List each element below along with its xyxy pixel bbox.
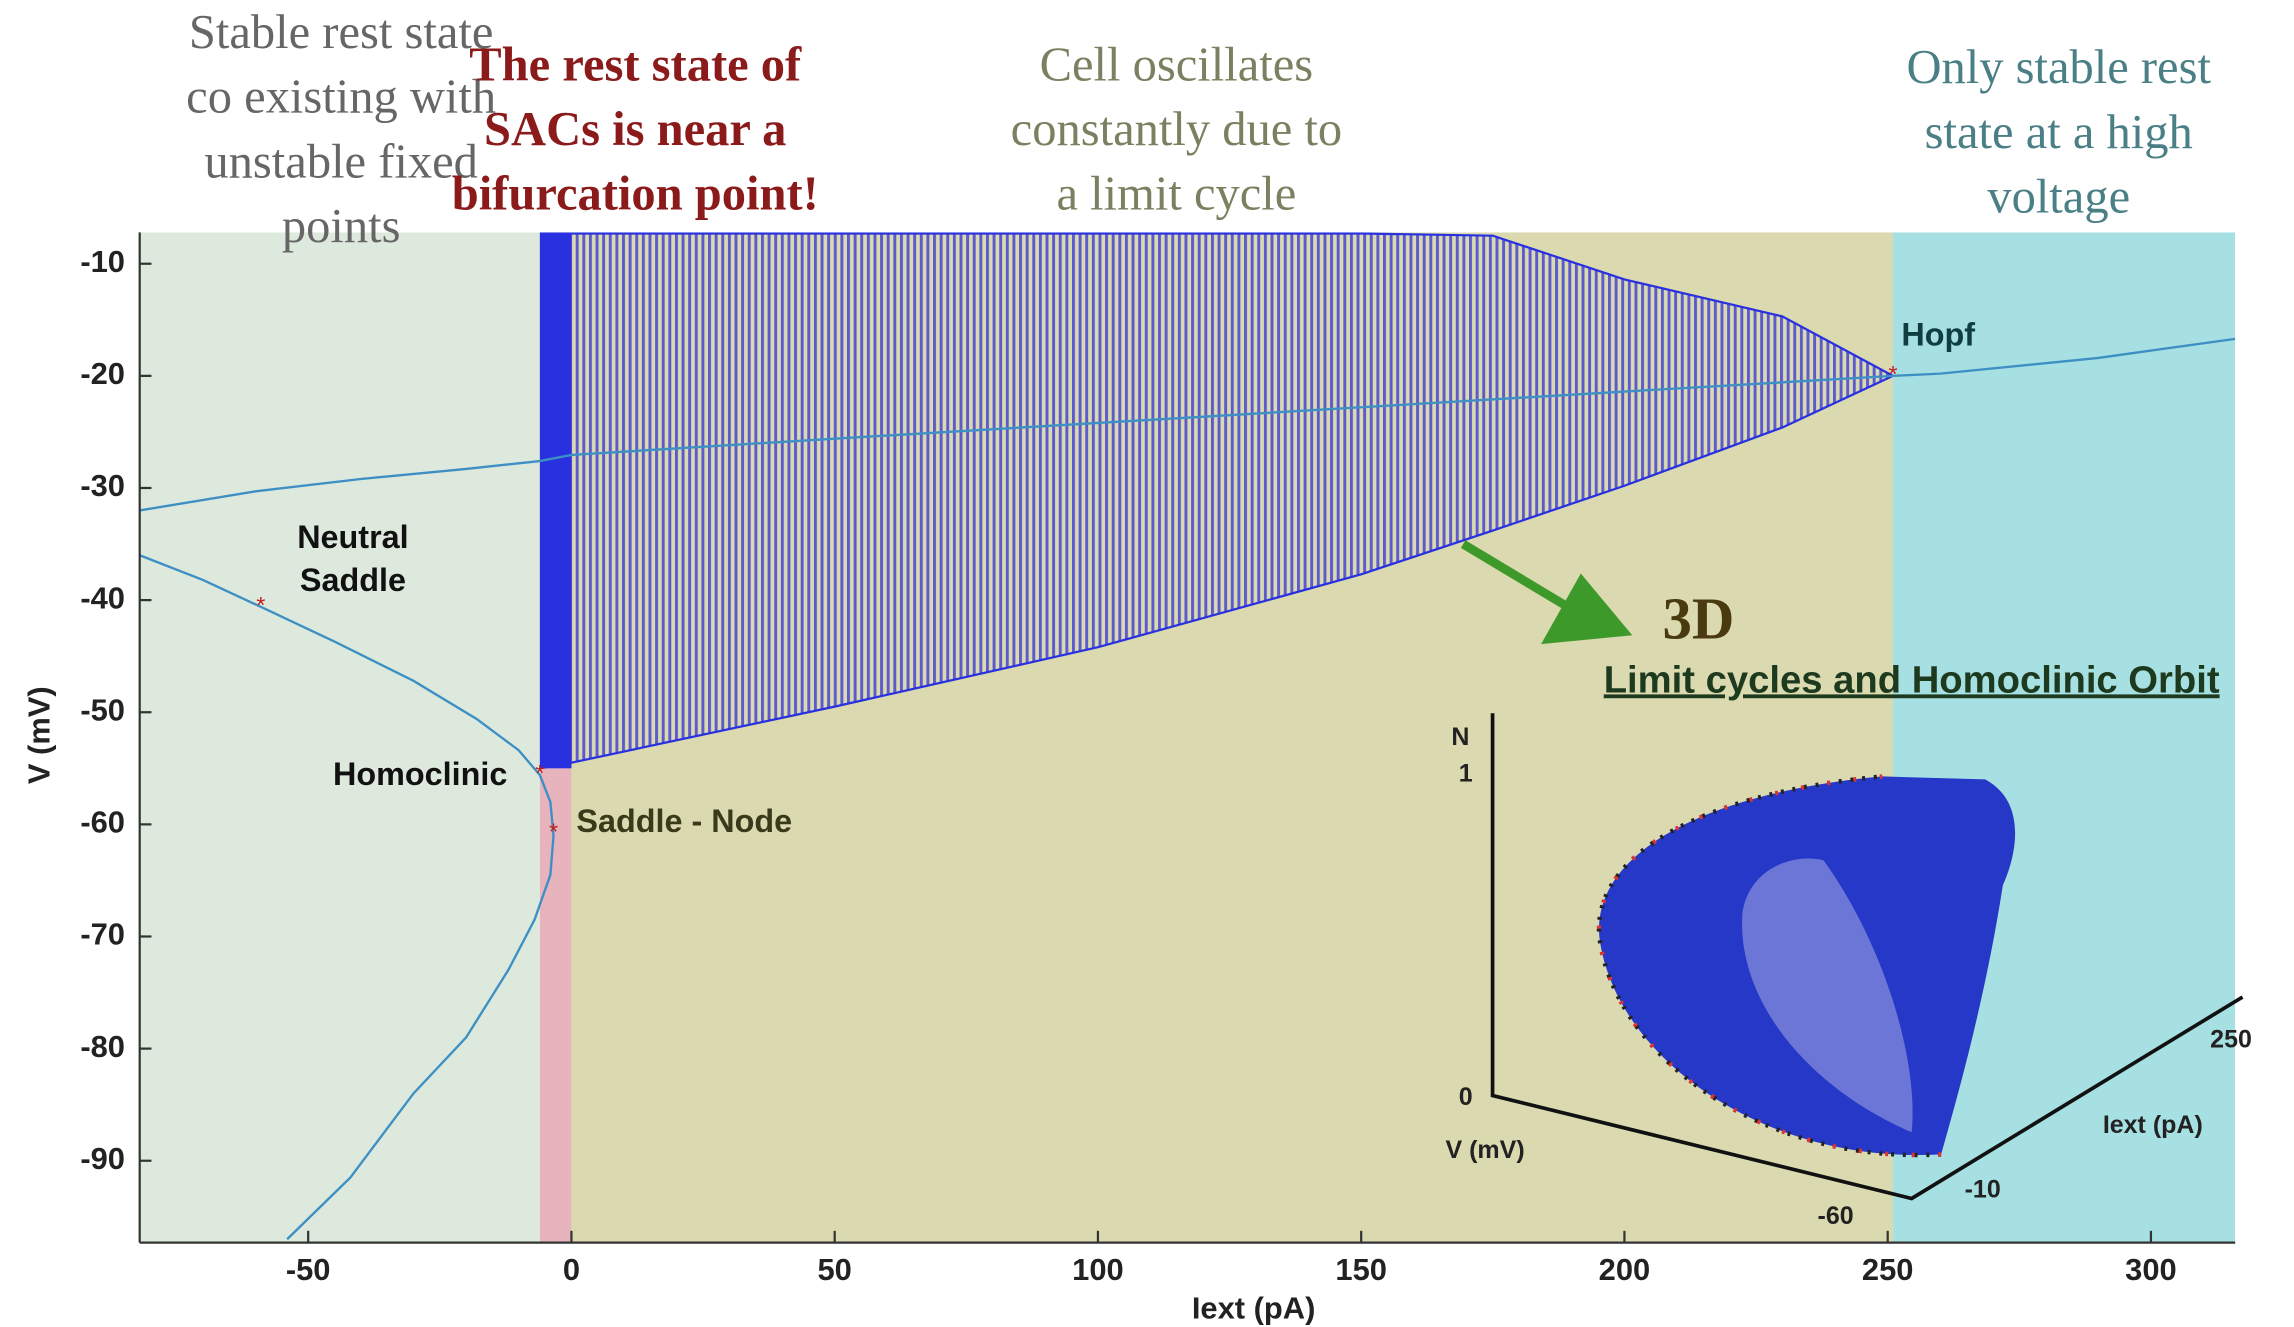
point-label: Saddle - Node: [576, 803, 792, 839]
inset: N 1 0 V (mV) -60 -10 250 Iext (pA) 3D Li…: [1446, 540, 2252, 1230]
y-tick-label: -60: [80, 805, 125, 840]
x-tick-label: 50: [818, 1252, 852, 1287]
point-label: Hopf: [1901, 316, 1975, 352]
point-marker: *: [549, 819, 558, 845]
y-tick-label: -20: [80, 356, 125, 391]
inset-v-label: V (mV): [1446, 1136, 1525, 1164]
point-marker: *: [256, 592, 265, 618]
inset-z-label: N: [1451, 723, 1469, 751]
region-label: unstable fixed: [204, 135, 477, 188]
point-marker: *: [1888, 361, 1897, 387]
x-tick-label: 300: [2125, 1252, 2177, 1287]
region-label: bifurcation point!: [452, 168, 819, 221]
inset-title: 3D: [1662, 586, 1734, 651]
x-tick-label: 150: [1335, 1252, 1387, 1287]
x-tick-label: 200: [1599, 1252, 1651, 1287]
x-tick-label: 0: [563, 1252, 580, 1287]
point-label: Neutral: [297, 519, 408, 555]
y-tick-label: -80: [80, 1029, 125, 1064]
region-label: a limit cycle: [1057, 168, 1297, 221]
limit-cycle-band: [539, 233, 1893, 769]
y-tick-label: -90: [80, 1141, 125, 1176]
arrow-head: [1541, 573, 1633, 645]
limit-cycle-edge: [539, 233, 572, 769]
point-label: Saddle: [300, 562, 406, 598]
region-label: The rest state of: [469, 38, 802, 91]
region-label: constantly due to: [1011, 103, 1342, 156]
x-axis-label: Iext (pA): [1192, 1290, 1315, 1325]
region-label: co existing with: [186, 71, 496, 124]
inset-subtitle: Limit cycles and Homoclinic Orbit: [1604, 658, 2220, 701]
inset-z-tick: 1: [1459, 760, 1473, 788]
y-tick-label: -50: [80, 692, 125, 727]
inset-i-tick: 250: [2210, 1026, 2252, 1054]
limit-cycle-min: [539, 374, 1894, 770]
y-tick-label: -70: [80, 917, 125, 952]
inset-v-tick: -60: [1818, 1202, 1854, 1230]
inset-i-label: Iext (pA): [2103, 1111, 2203, 1139]
arrow-shaft: [1460, 540, 1569, 610]
inset-axes: [1490, 713, 2244, 1201]
point-marker: *: [535, 760, 544, 786]
region: [139, 232, 540, 1243]
y-axis-label: V (mV): [21, 686, 56, 784]
x-tick-label: -50: [286, 1252, 331, 1287]
point-label: Homoclinic: [333, 756, 507, 792]
region-label: Stable rest state: [189, 6, 493, 59]
branch-line: [139, 554, 555, 1241]
region-label: voltage: [1987, 171, 2130, 224]
inset-z-tick: 0: [1459, 1083, 1473, 1111]
inset-highlight: [1742, 858, 1913, 1133]
region-label: Cell oscillates: [1040, 38, 1314, 91]
inset-orbit: [1596, 774, 1942, 1158]
region-label: SACs is near a: [484, 103, 786, 156]
x-tick-label: 250: [1862, 1252, 1914, 1287]
region-label: Only stable rest: [1906, 41, 2211, 94]
region-label: points: [282, 200, 401, 253]
y-tick-label: -30: [80, 468, 125, 503]
y-tick-label: -10: [80, 244, 125, 279]
y-tick-label: -40: [80, 580, 125, 615]
branch-line: [139, 337, 2236, 512]
inset-v-tick: -10: [1965, 1176, 2001, 1204]
x-tick-label: 100: [1072, 1252, 1124, 1287]
limit-cycle-max: [539, 232, 1894, 377]
region-label: state at a high: [1925, 106, 2193, 159]
